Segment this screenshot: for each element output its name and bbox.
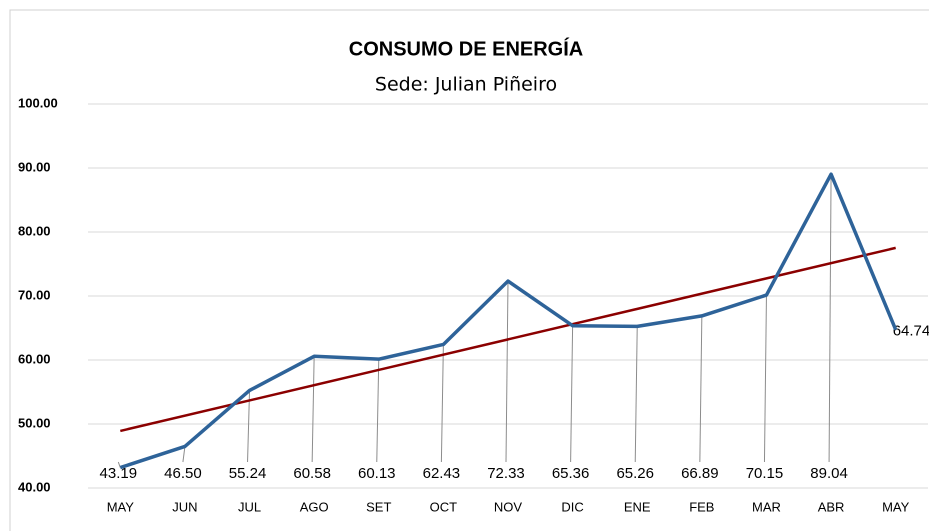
x-tick-label: NOV	[494, 499, 523, 514]
y-tick-label: 70.00	[18, 287, 51, 302]
data-label: 43.19	[100, 465, 138, 482]
data-label: 64.74	[893, 323, 929, 340]
data-label: 46.50	[164, 465, 202, 482]
chart-title: CONSUMO DE ENERGÍA	[349, 37, 583, 60]
x-tick-label: SET	[366, 499, 391, 514]
leader-line	[247, 390, 251, 463]
data-line	[119, 172, 898, 470]
leader-line	[376, 359, 380, 463]
x-tick-label: AGO	[300, 499, 329, 514]
data-label: 89.04	[810, 465, 848, 482]
y-tick-label: 60.00	[18, 351, 51, 366]
leader-line	[699, 315, 703, 463]
y-tick-label: 100.00	[18, 95, 58, 110]
leader-line	[117, 461, 121, 468]
y-tick-label: 90.00	[18, 159, 51, 174]
leader-line	[311, 356, 315, 463]
data-label: 66.89	[681, 465, 719, 482]
leader-line	[182, 446, 186, 463]
x-tick-label: ENE	[624, 499, 651, 514]
leader-line	[505, 281, 509, 463]
y-tick-label: 50.00	[18, 415, 51, 430]
x-tick-label: MAY	[882, 499, 910, 514]
leader-line	[634, 326, 638, 463]
data-label: 65.26	[616, 465, 654, 482]
data-label: 55.24	[229, 465, 267, 482]
x-tick-label: MAY	[107, 499, 135, 514]
data-label: 60.58	[293, 465, 331, 482]
x-tick-label: FEB	[689, 499, 714, 514]
chart-subtitle: Sede: Julian Piñeiro	[375, 74, 557, 96]
y-tick-label: 40.00	[18, 479, 51, 494]
data-label: 72.33	[487, 465, 525, 482]
leader-line	[440, 344, 444, 463]
y-tick-label: 80.00	[18, 223, 51, 238]
x-tick-label: OCT	[430, 499, 458, 514]
data-label: 65.36	[552, 465, 590, 482]
x-tick-label: ABR	[818, 499, 845, 514]
data-label: 70.15	[746, 465, 784, 482]
x-tick-label: JUN	[172, 499, 197, 514]
x-tick-label: DIC	[561, 499, 583, 514]
x-tick-label: MAR	[752, 499, 781, 514]
leader-line	[828, 174, 832, 463]
chart-border	[9, 9, 929, 531]
data-label: 62.43	[423, 465, 461, 482]
data-label: 60.13	[358, 465, 396, 482]
x-tick-label: JUL	[238, 499, 261, 514]
trendline	[120, 246, 896, 433]
leader-line	[763, 295, 767, 463]
leader-line	[570, 325, 574, 463]
